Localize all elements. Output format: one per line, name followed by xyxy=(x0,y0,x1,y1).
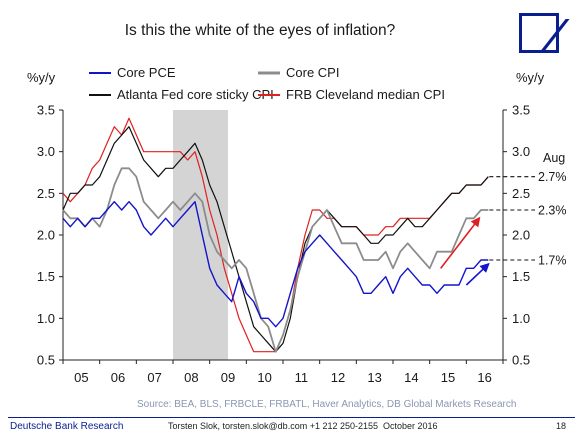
annotation-month-label: Aug xyxy=(543,151,565,165)
left-y-tick-label: 2.0 xyxy=(37,228,55,243)
legend-label-sticky-cpi: Atlanta Fed core sticky CPI xyxy=(117,87,274,102)
annotation-value-label: 1.7% xyxy=(538,254,567,268)
x-tick-label: 16 xyxy=(477,370,491,385)
footer-contact: Torsten Slok, torsten.slok@db.com +1 212… xyxy=(168,421,379,431)
series-line-sticky-cpi xyxy=(62,126,489,353)
left-y-tick-label: 3.5 xyxy=(37,103,55,118)
chart-title: Is this the white of the eyes of inflati… xyxy=(124,22,396,39)
x-tick-label: 11 xyxy=(295,370,309,385)
x-tick-label: 09 xyxy=(221,370,235,385)
deutsche-bank-logo xyxy=(519,13,570,53)
recession-shading-layer xyxy=(173,110,228,360)
right-y-tick-label: 2.5 xyxy=(512,186,530,201)
left-y-tick-label: 1.0 xyxy=(37,311,55,326)
footer-page-number: 18 xyxy=(556,421,567,431)
x-tick-label: 10 xyxy=(257,370,271,385)
legend-label-core-pce: Core PCE xyxy=(117,65,176,80)
series-line-core-cpi xyxy=(62,167,489,353)
right-y-tick-label: 3.0 xyxy=(512,144,530,159)
x-tick-label: 12 xyxy=(331,370,345,385)
x-tick-label: 06 xyxy=(111,370,125,385)
footer-divider xyxy=(8,417,575,418)
legend-layer: Core PCE Core CPI Atlanta Fed core sticky … xyxy=(89,65,445,102)
right-y-tick-label: 0.5 xyxy=(512,353,530,368)
series-line-core-pce xyxy=(62,200,489,328)
blue-trend-arrow xyxy=(465,262,490,286)
right-y-tick-label: 3.5 xyxy=(512,103,530,118)
annotation-value-label: 2.3% xyxy=(538,204,567,218)
annotation-layer: Aug 2.7% 2.3% 1.7% xyxy=(440,151,567,286)
chart-source-note: Source: BEA, BLS, FRBCLE, FRBATL, Haver … xyxy=(137,399,516,410)
left-y-tick-label: 2.5 xyxy=(37,186,55,201)
right-y-tick-label: 2.0 xyxy=(512,228,530,243)
footer-organization: Deutsche Bank Research xyxy=(10,421,124,432)
footer-date: October 2016 xyxy=(383,421,438,431)
left-y-tick-label: 0.5 xyxy=(37,353,55,368)
legend-label-core-cpi: Core CPI xyxy=(286,65,339,80)
annotation-value-label: 2.7% xyxy=(538,170,567,184)
x-tick-label: 07 xyxy=(147,370,161,385)
left-y-axis-unit: %y/y xyxy=(27,70,56,85)
right-y-axis-unit: %y/y xyxy=(516,70,545,85)
right-y-tick-label: 1.0 xyxy=(512,311,530,326)
x-tick-label: 14 xyxy=(404,370,418,385)
legend-label-median-cpi: FRB Cleveland median CPI xyxy=(286,87,445,102)
series-line-median-cpi xyxy=(62,117,489,353)
x-tick-label: 13 xyxy=(367,370,381,385)
recession-band xyxy=(173,110,228,360)
series-layer xyxy=(62,117,489,353)
x-tick-label: 15 xyxy=(441,370,455,385)
left-y-tick-label: 3.0 xyxy=(37,144,55,159)
axes-layer: 0.5 0.5 1.0 1.0 1.5 1.5 2.0 2.0 2.5 2.5 3.0 3.0 3.5 3… xyxy=(37,103,530,386)
right-y-tick-label: 1.5 xyxy=(512,269,530,284)
red-trend-arrow xyxy=(440,216,481,269)
left-y-tick-label: 1.5 xyxy=(37,269,55,284)
x-tick-label: 05 xyxy=(74,370,88,385)
x-tick-label: 08 xyxy=(184,370,198,385)
